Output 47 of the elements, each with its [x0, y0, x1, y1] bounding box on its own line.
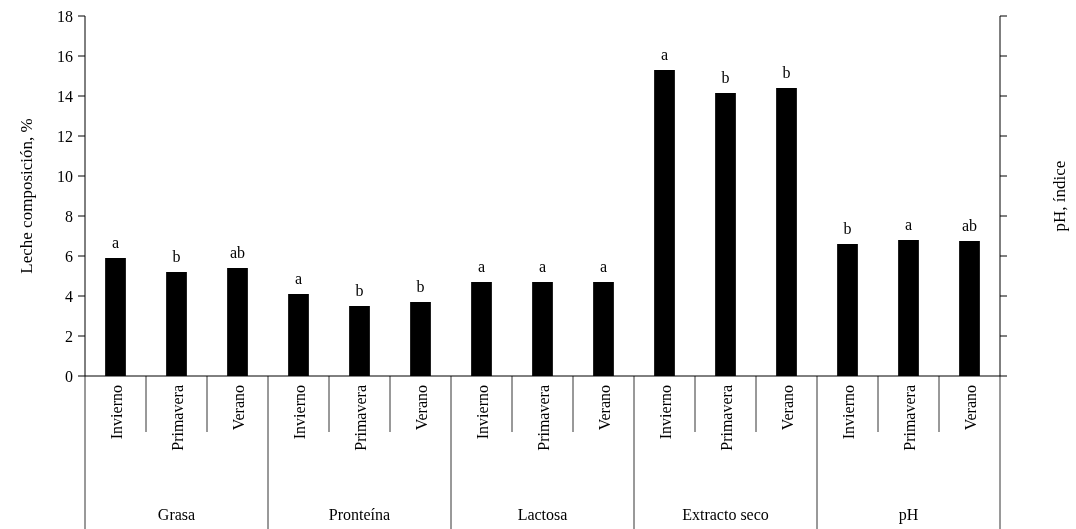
x-tick-label: Verano — [412, 385, 430, 431]
text: pH — [898, 506, 919, 524]
y-tick-label: 8 — [65, 207, 73, 225]
data-label: a — [294, 270, 303, 287]
x-tick-label: Primavera — [168, 385, 186, 451]
data-label: a — [599, 258, 608, 275]
x-tick-label: Invierno — [107, 385, 125, 440]
text: Pronteína — [328, 506, 391, 523]
data-label: ab — [229, 244, 246, 261]
x-tick-label: Primavera — [534, 385, 552, 451]
y-tick-label: 14 — [57, 87, 73, 105]
data-label: b — [782, 64, 791, 81]
y2-axis-title: pH, índice — [1050, 160, 1069, 232]
x-tick-label: Primavera — [900, 385, 918, 451]
text: Grasa — [157, 506, 196, 523]
data-label: b — [172, 248, 181, 265]
y-tick-label: 6 — [65, 247, 73, 265]
data-label: a — [111, 234, 120, 251]
x-tick-label: Invierno — [656, 385, 674, 440]
y-tick-label: 4 — [65, 287, 73, 305]
text: Extracto seco — [682, 506, 769, 523]
y-tick-label: 12 — [57, 127, 73, 145]
data-label: b — [355, 282, 364, 299]
x-tick-label: Primavera — [717, 385, 735, 451]
x-tick-label: Invierno — [290, 385, 308, 440]
x-tick-label: Verano — [595, 385, 613, 431]
y-tick-label: 16 — [57, 47, 73, 65]
x-tick-label: Invierno — [473, 385, 491, 440]
data-label: ab — [961, 217, 978, 234]
y-tick-label: 0 — [65, 367, 73, 385]
y-tick-label: 2 — [65, 327, 73, 345]
text: Lactosa — [517, 506, 568, 523]
x-tick-label: Primavera — [351, 385, 369, 451]
data-label: b — [416, 278, 425, 295]
x-tick-label: Verano — [229, 385, 247, 431]
data-label: a — [904, 216, 913, 233]
data-label: a — [660, 46, 669, 63]
data-label: a — [538, 258, 547, 275]
x-tick-label: Verano — [961, 385, 979, 431]
y-tick-label: 18 — [57, 7, 73, 25]
data-label: a — [477, 258, 486, 275]
x-tick-label: Verano — [778, 385, 796, 431]
y-axis-title: Leche composición, % — [17, 118, 36, 274]
y-tick-label: 10 — [57, 167, 73, 185]
x-tick-label: Invierno — [839, 385, 857, 440]
data-label: b — [721, 69, 730, 86]
data-label: b — [843, 220, 852, 237]
